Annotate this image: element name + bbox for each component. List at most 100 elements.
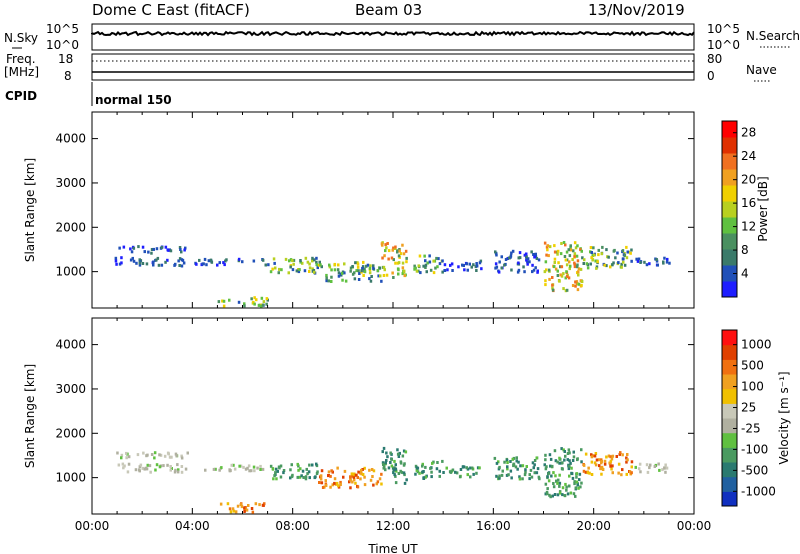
echo-cell bbox=[597, 253, 600, 257]
echo-cell bbox=[603, 459, 607, 463]
echo-cell bbox=[558, 279, 561, 283]
echo-cell bbox=[282, 469, 286, 472]
echo-cell bbox=[510, 268, 513, 272]
echo-cell bbox=[571, 284, 575, 287]
echo-cell bbox=[158, 453, 161, 457]
echo-cell bbox=[582, 469, 586, 473]
echo-cell bbox=[505, 473, 509, 477]
echo-cell bbox=[289, 265, 292, 269]
echo-cell bbox=[152, 263, 155, 267]
echo-cell bbox=[562, 241, 566, 244]
echo-cell bbox=[361, 473, 365, 476]
echo-cell bbox=[360, 468, 363, 472]
echo-cell bbox=[363, 267, 366, 271]
echo-cell bbox=[372, 264, 375, 268]
power-colorbar: 4 8 12 16 20 24 28 Power [dB] bbox=[721, 120, 770, 298]
echo-cell bbox=[252, 259, 256, 263]
echo-cell bbox=[544, 453, 547, 457]
echo-cell bbox=[382, 446, 386, 450]
echo-cell bbox=[402, 252, 406, 256]
cpid-label: CPID bbox=[5, 89, 37, 103]
echo-cell bbox=[497, 270, 501, 274]
echo-cell bbox=[663, 466, 666, 470]
x-tick-label: 00:00 bbox=[677, 519, 712, 533]
echo-cell bbox=[509, 255, 512, 259]
echo-cell bbox=[658, 468, 661, 472]
echo-cell bbox=[390, 457, 393, 461]
x-axis-label: Time UT bbox=[367, 542, 418, 554]
echo-cell bbox=[506, 465, 509, 469]
echo-cell bbox=[311, 259, 314, 263]
echo-cell bbox=[389, 451, 392, 455]
echo-cell bbox=[156, 256, 160, 260]
echo-cell bbox=[594, 463, 598, 467]
echo-cell bbox=[284, 257, 288, 261]
echo-cell bbox=[376, 269, 380, 273]
echo-cell bbox=[327, 474, 330, 477]
echo-cell bbox=[591, 258, 595, 262]
echo-cell bbox=[552, 485, 556, 489]
colorbar-cell bbox=[722, 476, 737, 492]
echo-cell bbox=[422, 470, 425, 473]
echo-cell bbox=[139, 463, 143, 467]
echo-cell bbox=[337, 263, 340, 267]
echo-cell bbox=[353, 277, 357, 281]
echo-cell bbox=[479, 259, 483, 263]
echo-cell bbox=[397, 254, 401, 258]
echo-cell bbox=[580, 249, 583, 253]
echo-cell bbox=[593, 454, 597, 458]
echo-cell bbox=[608, 461, 611, 465]
echo-cell bbox=[397, 455, 401, 458]
echo-cell bbox=[336, 268, 340, 272]
echo-cell bbox=[297, 468, 300, 472]
echo-cell bbox=[274, 471, 277, 475]
echo-cell bbox=[344, 279, 348, 283]
freq-panel: 18 8 Freq. [MHz] 80 0 Nave bbox=[4, 52, 777, 83]
echo-cell bbox=[574, 284, 577, 288]
echo-cell bbox=[584, 452, 588, 456]
echo-cell bbox=[396, 448, 399, 452]
echo-cell bbox=[532, 253, 535, 256]
colorbar-tick-label: 12 bbox=[741, 220, 756, 234]
echo-cell bbox=[173, 470, 177, 474]
echo-cell bbox=[129, 247, 132, 251]
echo-cell bbox=[665, 260, 669, 264]
echo-cell bbox=[178, 257, 182, 261]
echo-cell bbox=[401, 261, 405, 265]
echo-cell bbox=[600, 252, 603, 256]
echo-cell bbox=[553, 265, 556, 269]
echo-cell bbox=[568, 260, 571, 264]
echo-cell bbox=[426, 261, 429, 265]
echo-cell bbox=[378, 266, 382, 270]
echo-cell bbox=[544, 260, 548, 264]
echo-cell bbox=[158, 465, 162, 469]
echo-cell bbox=[153, 451, 157, 455]
echo-cell bbox=[287, 271, 290, 275]
echo-cell bbox=[446, 268, 449, 272]
echo-cell bbox=[531, 263, 534, 267]
echo-cell bbox=[575, 475, 578, 479]
echo-cell bbox=[155, 247, 159, 251]
echo-cell bbox=[403, 274, 406, 278]
colorbar-tick-label: 100 bbox=[741, 380, 764, 394]
echo-cell bbox=[155, 258, 158, 262]
echo-cell bbox=[245, 508, 249, 512]
echo-cell bbox=[325, 276, 328, 280]
echo-cell bbox=[575, 265, 579, 269]
echo-cell bbox=[668, 261, 671, 265]
echo-cell bbox=[524, 468, 527, 472]
echo-cell bbox=[141, 262, 145, 265]
echo-cell bbox=[533, 459, 537, 462]
echo-cell bbox=[535, 471, 539, 475]
echo-cell bbox=[167, 248, 170, 252]
echo-cell bbox=[561, 467, 564, 471]
echo-cell bbox=[312, 269, 316, 272]
echo-cell bbox=[386, 242, 389, 245]
echo-cell bbox=[356, 485, 360, 489]
echo-cell bbox=[530, 475, 534, 479]
echo-cell bbox=[405, 260, 408, 264]
echo-cell bbox=[568, 474, 571, 478]
echo-cell bbox=[645, 463, 649, 467]
echo-cell bbox=[157, 263, 161, 267]
echo-cell bbox=[178, 264, 181, 267]
